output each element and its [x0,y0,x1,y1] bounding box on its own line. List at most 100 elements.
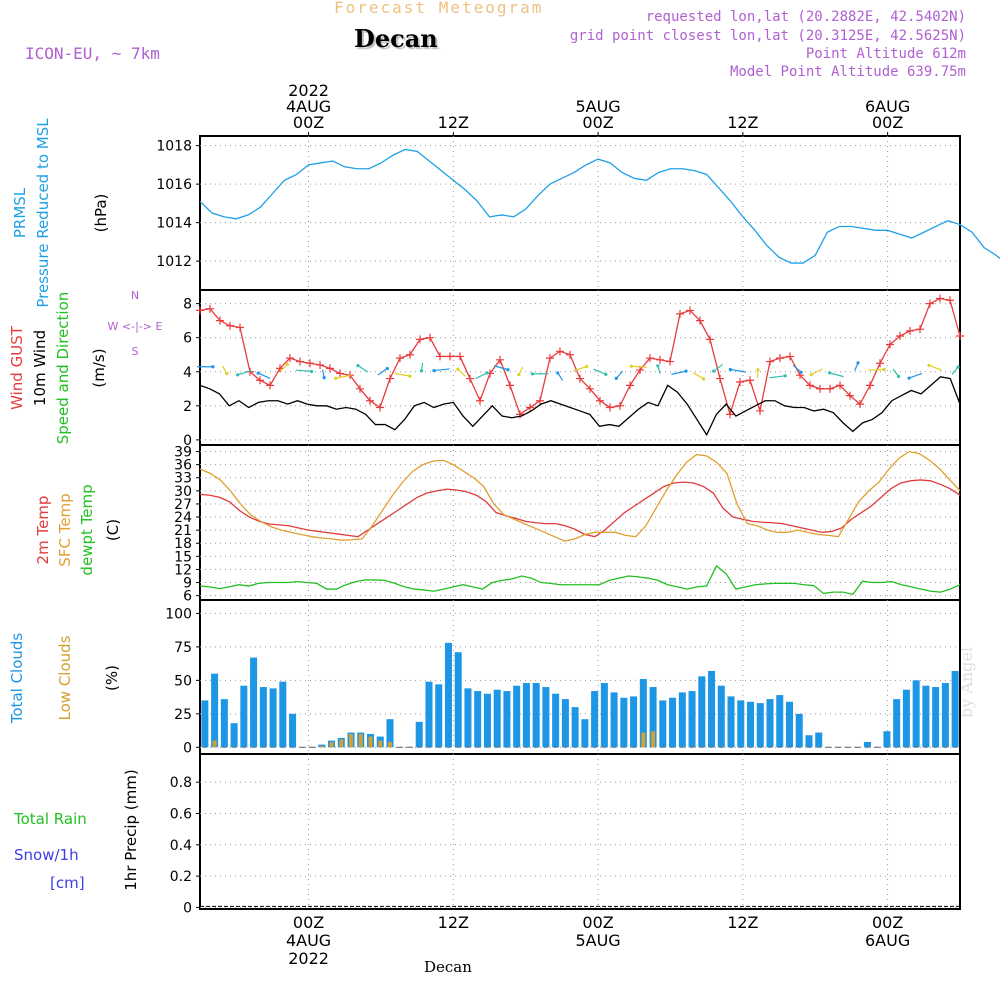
wind-direction-arrow [792,364,802,373]
gust-point [606,403,614,412]
low-clouds-label: Low Clouds [56,635,74,720]
wind-arrow-head [456,367,460,371]
gust-point [456,352,464,361]
bottom-time-label: 00Z [293,913,324,932]
cloud-bar-0 [240,685,248,748]
cloud-bar-1 [358,733,363,748]
wind-arrow-head [285,362,290,366]
bottom-time-label: 12Z [727,913,758,932]
gust-point [526,403,534,412]
wind-arrow-head [882,367,886,372]
cloud-bar-0 [425,681,433,748]
gust-point [906,326,914,335]
wind-arrow-head [656,364,660,368]
top-time-label: 00Z [872,113,903,132]
gust-point [196,306,204,315]
wind-direction-arrow [713,363,724,372]
cloud-bar-0 [503,691,511,748]
cloud-bar-0 [805,735,813,748]
gust-point [776,354,784,363]
series-line-wind-1 [199,376,961,437]
top-time-label: 00Z [582,113,613,132]
gust-point [566,350,574,359]
gust-point [536,396,544,405]
gust-point [266,381,274,390]
top-time-label: 12Z [727,113,758,132]
gust-point [356,384,364,393]
y-tick-label: 36 [174,458,192,474]
cloud-bar-0 [639,679,647,748]
y-tick-label: 25 [174,707,192,723]
cloud-bar-1 [378,740,383,748]
cloud-bar-0 [902,689,910,748]
cloud-bar-1 [641,732,646,748]
gust-point [646,354,654,363]
bottom-time-label: 00Z [872,913,903,932]
total-clouds-label: Total Clouds [8,633,26,725]
gust-point [756,406,764,415]
y-tick-label: 1016 [156,177,192,193]
gust-point [876,359,884,368]
wind-direction-arrow [475,372,488,380]
y-tick-label: 24 [174,510,192,526]
wind-direction-arrow [593,368,607,375]
top-time-label: 6AUG [865,97,910,116]
cloud-bar-0 [912,680,920,748]
gust-point [716,374,724,383]
y-tick-label: 6 [183,589,192,605]
wind-arrow-head [701,377,706,381]
product-title: Forecast Meteogram [334,0,544,17]
cloud-bar-0 [815,732,823,748]
cloud-bar-0 [863,741,871,748]
compass-south: S [132,345,139,358]
wind-arrow-head [896,374,901,379]
precip-unit: 1hr Precip (mm) [122,769,140,890]
bottom-time-label: 12Z [438,913,469,932]
temp2m-label: 2m Temp [34,496,52,565]
cloud-bar-0 [435,684,443,748]
y-tick-label: 39 [174,445,192,461]
wind-arrow-head [356,364,360,368]
cloud-bar-0 [230,723,238,748]
top-time-label: 4AUG [286,97,331,116]
wind-direction-arrow [335,374,351,379]
gust-point [806,381,814,390]
wind-direction-arrow [394,372,410,377]
grid-coords: grid point closest lon,lat (20.3125E, 42… [569,28,966,44]
y-tick-label: 50 [174,673,192,689]
y-tick-label: 2 [183,399,192,415]
cloud-bar-0 [708,670,716,748]
gust-point [926,299,934,308]
bottom-time-label: 4AUG [286,931,331,950]
cloud-bar-0 [795,713,803,748]
cloud-bar-0 [776,695,784,748]
gust-point [576,374,584,383]
wind-arrow-head [432,368,436,373]
wind-unit: (m/s) [90,348,108,387]
wind-direction-arrow [433,368,450,372]
temp-unit: (C) [104,519,122,541]
wind-direction-arrow [769,375,786,379]
wind-direction-arrow [457,368,466,377]
y-tick-label: 0.4 [170,838,192,854]
wind-arrow-head [236,373,240,377]
cloud-bar-0 [883,731,891,748]
y-tick-label: 30 [174,484,192,500]
cloud-bar-0 [951,670,959,748]
y-tick-label: 8 [183,297,192,313]
wind-direction-arrow [692,372,704,380]
y-tick-label: 4 [183,365,192,381]
panel-frame-wind [199,289,961,446]
wind-arrow-head [629,364,633,368]
y-tick-label: 12 [174,562,192,578]
wind-arrow-head [211,365,215,369]
cloud-bar-0 [727,696,735,748]
wind-direction-arrow [573,365,587,372]
wind-direction-arrow [928,364,942,371]
cloud-bar-1 [339,739,344,748]
gust-point [226,321,234,330]
wind-direction-arrow [671,370,687,375]
cloud-bar-0 [922,685,930,748]
gust-point [296,357,304,366]
top-time-label: 12Z [438,113,469,132]
